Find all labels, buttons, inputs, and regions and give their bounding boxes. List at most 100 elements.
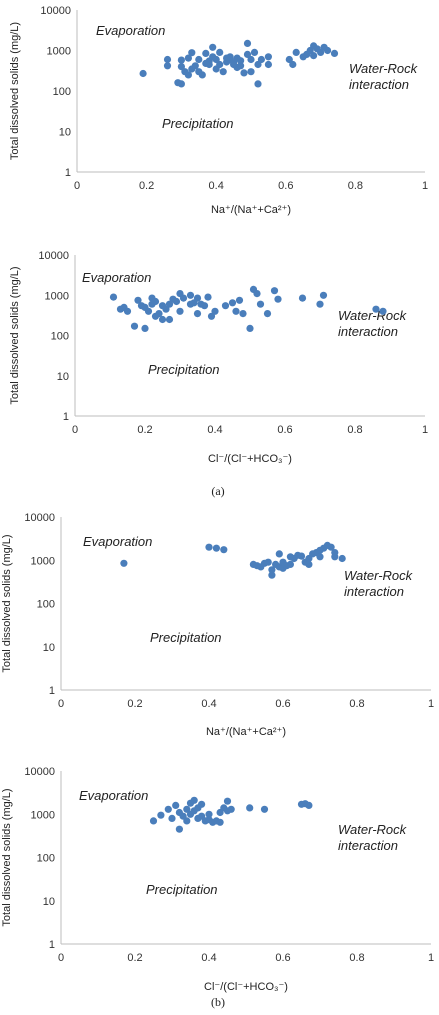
y-tick-label: 100 (51, 331, 69, 343)
data-point (256, 300, 265, 308)
x-tick-label: 0.8 (349, 698, 364, 710)
scatter-chart-2: 1 10 100 1000 10000 0 0.2 0.4 0.6 0.8 1 Cl⁻/(Cl⁻+HC… (9, 250, 428, 465)
y-tick-label: 1000 (31, 555, 55, 567)
x-tick-label: 0.4 (207, 424, 222, 436)
data-point (246, 324, 254, 332)
data-point (298, 294, 307, 302)
data-point (243, 50, 252, 59)
scatter-chart-4: 1 10 100 1000 10000 0 0.2 0.4 0.6 0.8 1 Cl⁻/(Cl⁻+HC… (1, 766, 434, 993)
y-axis-label: Total dissolved solids (mg/L) (1, 534, 13, 672)
data-point (263, 310, 272, 318)
data-point (190, 796, 198, 804)
data-point (297, 552, 306, 560)
data-point (193, 294, 202, 302)
data-point (274, 295, 282, 303)
data-point (168, 814, 176, 823)
data-point (183, 817, 191, 825)
data-point (139, 69, 147, 78)
x-tick-label: 0.2 (139, 180, 154, 192)
data-point (264, 53, 272, 61)
region-annotation: Evaporation (96, 23, 165, 38)
data-point (327, 543, 335, 551)
data-point (292, 48, 300, 57)
region-annotation: Water-Rock interaction (338, 822, 408, 853)
data-point (253, 290, 261, 298)
x-tick-label: 0.6 (275, 952, 290, 964)
data-point (191, 62, 199, 70)
data-point (379, 307, 387, 315)
y-axis-label: Total dissolved solids (mg/L) (9, 22, 21, 160)
x-tick-label: 0.4 (201, 698, 216, 710)
data-point (286, 560, 294, 569)
data-point (198, 800, 206, 808)
x-tick-label: 0.2 (127, 698, 142, 710)
data-point (163, 55, 172, 64)
x-tick-label: 0.4 (201, 952, 216, 964)
y-tick-label: 10000 (40, 5, 71, 17)
data-point (198, 71, 206, 79)
x-tick-label: 0.6 (278, 180, 293, 192)
data-point (316, 300, 324, 308)
region-annotation: Evaporation (82, 270, 151, 285)
data-point (179, 294, 188, 302)
data-point (141, 324, 149, 332)
data-point (144, 307, 153, 315)
data-point (202, 49, 210, 58)
data-point (134, 296, 142, 304)
data-point (164, 805, 172, 813)
data-point (177, 80, 185, 88)
region-annotation: Precipitation (150, 630, 222, 645)
data-point (172, 801, 180, 810)
data-point (331, 553, 339, 561)
data-point (130, 322, 139, 330)
y-tick-label: 1 (49, 939, 55, 951)
data-point (172, 297, 181, 306)
data-point (209, 43, 217, 51)
data-point (223, 797, 232, 805)
data-point (330, 49, 339, 58)
data-point (157, 811, 165, 819)
data-point (177, 63, 185, 71)
data-point (247, 68, 255, 76)
y-tick-label: 1000 (31, 809, 55, 821)
data-point (235, 296, 244, 304)
data-point (228, 299, 237, 307)
data-point (240, 69, 248, 77)
data-point (204, 293, 212, 301)
region-annotation: Precipitation (146, 882, 218, 897)
data-point (317, 48, 325, 57)
x-tick-label: 0.4 (209, 180, 224, 192)
data-point (316, 553, 324, 561)
caption-b: (b) (211, 995, 225, 1009)
data-point (219, 68, 227, 76)
data-point (175, 825, 183, 833)
data-point (123, 307, 132, 315)
x-tick-label: 1 (428, 698, 434, 710)
caption-a: (a) (211, 484, 224, 498)
data-point (338, 554, 346, 563)
x-tick-label: 0.8 (347, 424, 362, 436)
data-point (216, 48, 224, 57)
x-tick-label: 0.6 (277, 424, 292, 436)
data-point (237, 62, 245, 70)
data-point (195, 55, 203, 64)
data-point (289, 60, 297, 69)
data-point (212, 55, 220, 64)
region-annotation: Water-Rock interaction (338, 308, 408, 339)
data-point (151, 297, 160, 306)
y-tick-label: 10 (57, 371, 69, 383)
data-point (268, 566, 276, 574)
y-tick-label: 1 (63, 411, 69, 423)
x-tick-label: 1 (428, 952, 434, 964)
data-point (211, 307, 219, 315)
scatter-chart-3: 1 10 100 1000 10000 0 0.2 0.4 0.6 0.8 1 Na⁺/(Na⁺+Ca… (1, 512, 434, 738)
data-point (109, 293, 118, 301)
data-point (184, 54, 192, 62)
y-tick-label: 1 (65, 167, 71, 179)
region-annotation: Precipitation (162, 116, 234, 131)
y-tick-label: 1000 (45, 290, 69, 302)
x-tick-label: 0.8 (348, 180, 363, 192)
x-tick-label: 0.2 (127, 952, 142, 964)
data-point (205, 60, 213, 69)
